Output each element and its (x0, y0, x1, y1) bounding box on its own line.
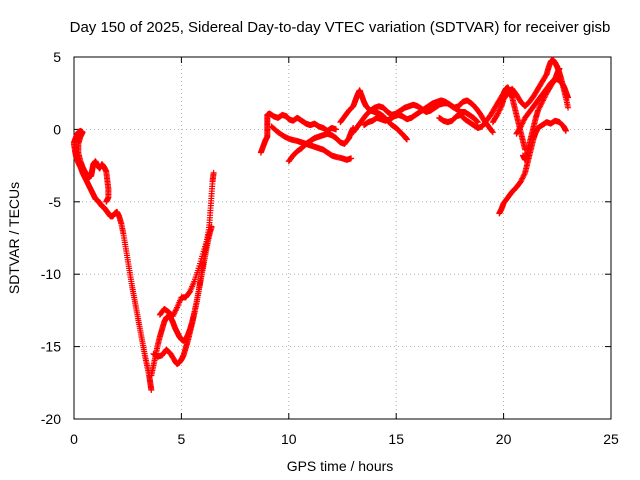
data-point (474, 119, 481, 126)
series-gisb-f (257, 110, 340, 156)
x-tick-label: 0 (70, 431, 78, 447)
data-point (556, 65, 563, 72)
chart-title: Day 150 of 2025, Sidereal Day-to-day VTE… (70, 19, 611, 36)
series-gisb-e (156, 224, 215, 320)
series-gisb-b (71, 127, 112, 205)
y-tick-label: 0 (53, 121, 61, 137)
data-point (474, 118, 481, 125)
y-axis-label: SDTVAR / TECUs (6, 182, 22, 294)
x-tick-label: 20 (496, 431, 512, 447)
data-points (71, 56, 572, 394)
data-point (403, 136, 410, 143)
plot-frame (73, 56, 612, 420)
data-point (333, 126, 340, 133)
plot-border (73, 56, 612, 420)
series-gisb-h (285, 124, 357, 165)
y-tick-label: -10 (41, 266, 61, 282)
x-tick-label: 5 (178, 431, 186, 447)
data-point (210, 169, 217, 176)
x-axis-label: GPS time / hours (287, 458, 394, 474)
series-gisb-p (519, 65, 563, 163)
series-gisb-a (71, 140, 155, 394)
data-point (148, 387, 155, 394)
data-point (208, 224, 215, 231)
y-tick-label: -15 (41, 339, 61, 355)
series-gisb-i (337, 87, 410, 143)
x-tick-label: 10 (281, 431, 297, 447)
x-tick-label: 15 (388, 431, 404, 447)
data-point (562, 127, 569, 134)
y-tick-labels: -20 -15 -10 -5 0 5 (41, 49, 61, 427)
x-tick-label: 25 (603, 431, 619, 447)
series-gisb-k (360, 97, 496, 136)
y-tick-label: 5 (53, 49, 61, 65)
axis-ticks (73, 56, 612, 420)
y-tick-label: -20 (41, 411, 61, 427)
data-point (489, 128, 496, 135)
data-point (489, 129, 496, 136)
data-point (565, 104, 572, 111)
y-tick-label: -5 (49, 194, 62, 210)
data-point (565, 94, 572, 101)
data-point (103, 198, 110, 205)
x-tick-labels: 0 5 10 15 20 25 (70, 431, 619, 447)
data-point (348, 155, 355, 162)
